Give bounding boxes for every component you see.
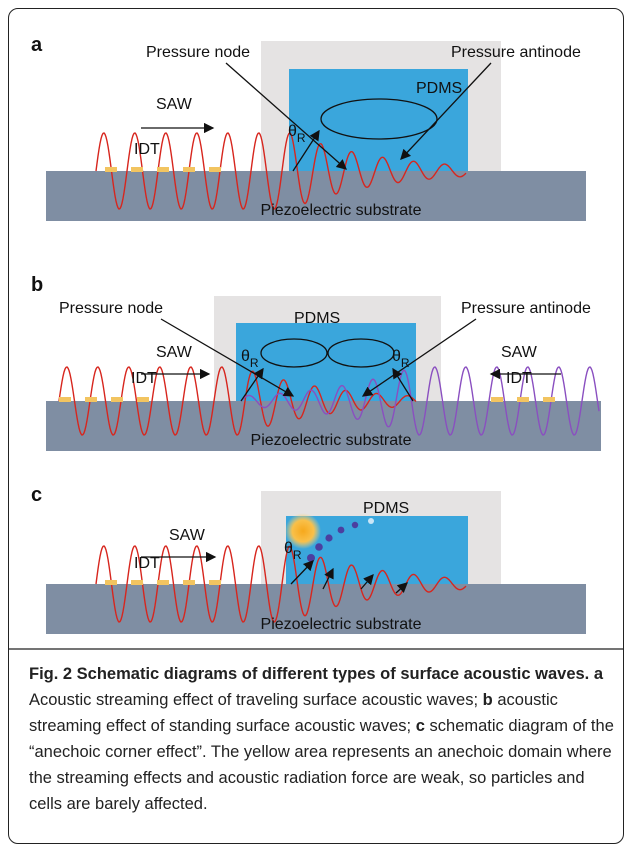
wave [240, 366, 600, 436]
label: Piezoelectric substrate [261, 616, 422, 633]
wave [58, 366, 417, 436]
subscript: R [250, 356, 259, 370]
symbol: θ [288, 123, 297, 140]
diagram: a Pressure node Pressure antinode PDMS S… [9, 34, 623, 650]
subscript: R [297, 131, 306, 145]
caption-label: b [482, 691, 493, 709]
label: IDT [506, 370, 532, 387]
label: SAW [156, 344, 193, 361]
label: PDMS [294, 310, 340, 327]
label: Pressure antinode [451, 44, 581, 61]
label: Pressure antinode [461, 300, 591, 317]
label: θR [284, 540, 302, 562]
subscript: R [401, 356, 410, 370]
subscript: R [293, 548, 302, 562]
label: θR [241, 348, 259, 370]
caption-text: acoustic streaming effect of standing su… [29, 691, 558, 735]
caption-label: a [593, 665, 604, 683]
label: θR [288, 123, 306, 145]
label: Piezoelectric substrate [251, 432, 412, 449]
label: SAW [156, 96, 193, 113]
panel-label: c [31, 484, 42, 506]
panel-label: b [31, 274, 43, 296]
caption-label: c [415, 717, 425, 735]
caption-text: Acoustic streaming effect of traveling s… [29, 691, 479, 709]
label: θR [392, 348, 410, 370]
figure-frame: a Pressure node Pressure antinode PDMS S… [8, 8, 624, 844]
caption: Fig. 2 Schematic diagrams of different t… [29, 661, 619, 817]
label: SAW [169, 527, 206, 544]
label: SAW [501, 344, 538, 361]
label: PDMS [363, 500, 409, 517]
caption-text: schematic diagram of the “anechoic corne… [29, 717, 614, 813]
wave [95, 132, 467, 210]
label: Piezoelectric substrate [261, 202, 422, 219]
symbol: θ [241, 348, 250, 365]
symbol: θ [284, 540, 293, 557]
label: PDMS [416, 80, 462, 97]
label: IDT [131, 370, 157, 387]
panel-label: a [31, 34, 43, 56]
caption-title: Fig. 2 Schematic diagrams of different t… [29, 665, 590, 683]
label: IDT [134, 555, 160, 572]
label: Pressure node [146, 44, 250, 61]
label: Pressure node [59, 300, 163, 317]
label: IDT [134, 141, 160, 158]
symbol: θ [392, 348, 401, 365]
